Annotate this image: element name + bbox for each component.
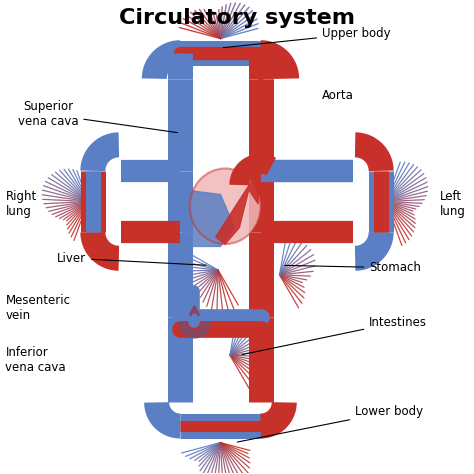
Text: Lower body: Lower body [237,405,423,442]
Text: Intestines: Intestines [242,316,428,355]
Text: Inferior
vena cava: Inferior vena cava [5,346,66,374]
Ellipse shape [190,168,261,244]
Polygon shape [216,171,258,244]
Polygon shape [182,175,235,246]
Text: Superior
vena cava: Superior vena cava [18,100,178,133]
Text: Aorta: Aorta [322,89,354,102]
Text: Upper body: Upper body [223,27,391,48]
Text: Stomach: Stomach [285,261,421,274]
Text: Left
lung: Left lung [440,190,466,218]
Text: Right
lung: Right lung [5,190,36,218]
Text: Circulatory system: Circulatory system [119,8,355,28]
Text: Mesenteric
vein: Mesenteric vein [5,294,71,322]
Text: Liver: Liver [57,252,206,265]
